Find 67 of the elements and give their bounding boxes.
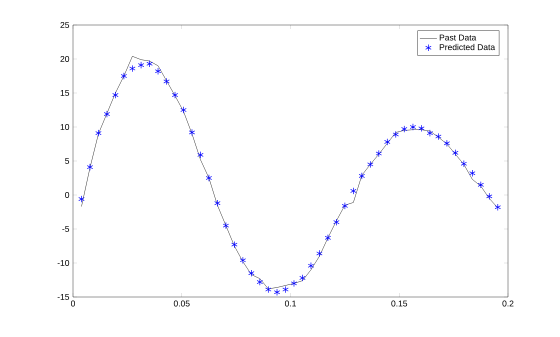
y-tick-label: 15 <box>60 90 70 96</box>
point <box>367 160 374 168</box>
point <box>138 62 144 69</box>
y-tick-label: -15 <box>58 294 70 300</box>
point <box>342 202 348 210</box>
y-tick-label: 25 <box>60 22 70 28</box>
y-tick-label: 5 <box>65 158 70 164</box>
y-tick-label: 0 <box>65 192 70 198</box>
point <box>435 132 442 140</box>
point <box>78 196 85 203</box>
x-tick-label: 0.15 <box>391 300 408 307</box>
point <box>95 130 102 137</box>
point <box>478 181 484 188</box>
x-tick-label: 0.1 <box>284 300 296 307</box>
point <box>452 149 458 156</box>
point <box>469 170 476 177</box>
point <box>299 274 306 282</box>
point <box>384 138 390 146</box>
legend-label: Predicted Data <box>440 44 496 50</box>
y-tick-label: 10 <box>60 124 70 130</box>
point <box>146 60 153 68</box>
point <box>240 256 246 264</box>
x-tick-label: 0.2 <box>502 300 514 307</box>
point <box>188 128 196 136</box>
x-tick-label: 0.05 <box>174 300 190 307</box>
point <box>120 72 128 80</box>
point <box>460 160 467 168</box>
point <box>172 91 178 99</box>
point <box>282 286 289 294</box>
y-tick-label: -10 <box>58 260 70 266</box>
point <box>358 172 365 180</box>
point <box>401 125 408 133</box>
point <box>333 218 340 226</box>
point <box>197 151 204 158</box>
point <box>206 174 212 182</box>
x-tick-label: 0 <box>70 300 76 307</box>
point <box>214 200 221 207</box>
point <box>104 110 110 118</box>
point <box>486 192 492 200</box>
point <box>180 106 187 114</box>
point <box>376 150 382 158</box>
point <box>265 286 272 294</box>
line-series <box>81 56 498 290</box>
point <box>290 280 298 287</box>
point <box>418 124 425 132</box>
point <box>426 130 434 137</box>
point <box>163 78 170 85</box>
point <box>350 187 356 194</box>
point <box>316 250 323 258</box>
point <box>248 270 254 277</box>
y-tick-label: -5 <box>62 226 70 232</box>
point <box>308 262 314 270</box>
point <box>154 68 162 75</box>
point <box>222 222 230 230</box>
point <box>494 204 501 211</box>
point <box>231 241 238 248</box>
point <box>410 123 416 131</box>
point <box>444 140 450 147</box>
y-tick-label: 20 <box>60 56 70 62</box>
point <box>274 288 280 296</box>
point <box>86 164 94 171</box>
point <box>129 64 136 72</box>
legend-label: Past Data <box>440 34 476 41</box>
point <box>324 234 332 242</box>
point <box>112 91 119 99</box>
point <box>392 130 399 138</box>
point <box>256 278 263 286</box>
